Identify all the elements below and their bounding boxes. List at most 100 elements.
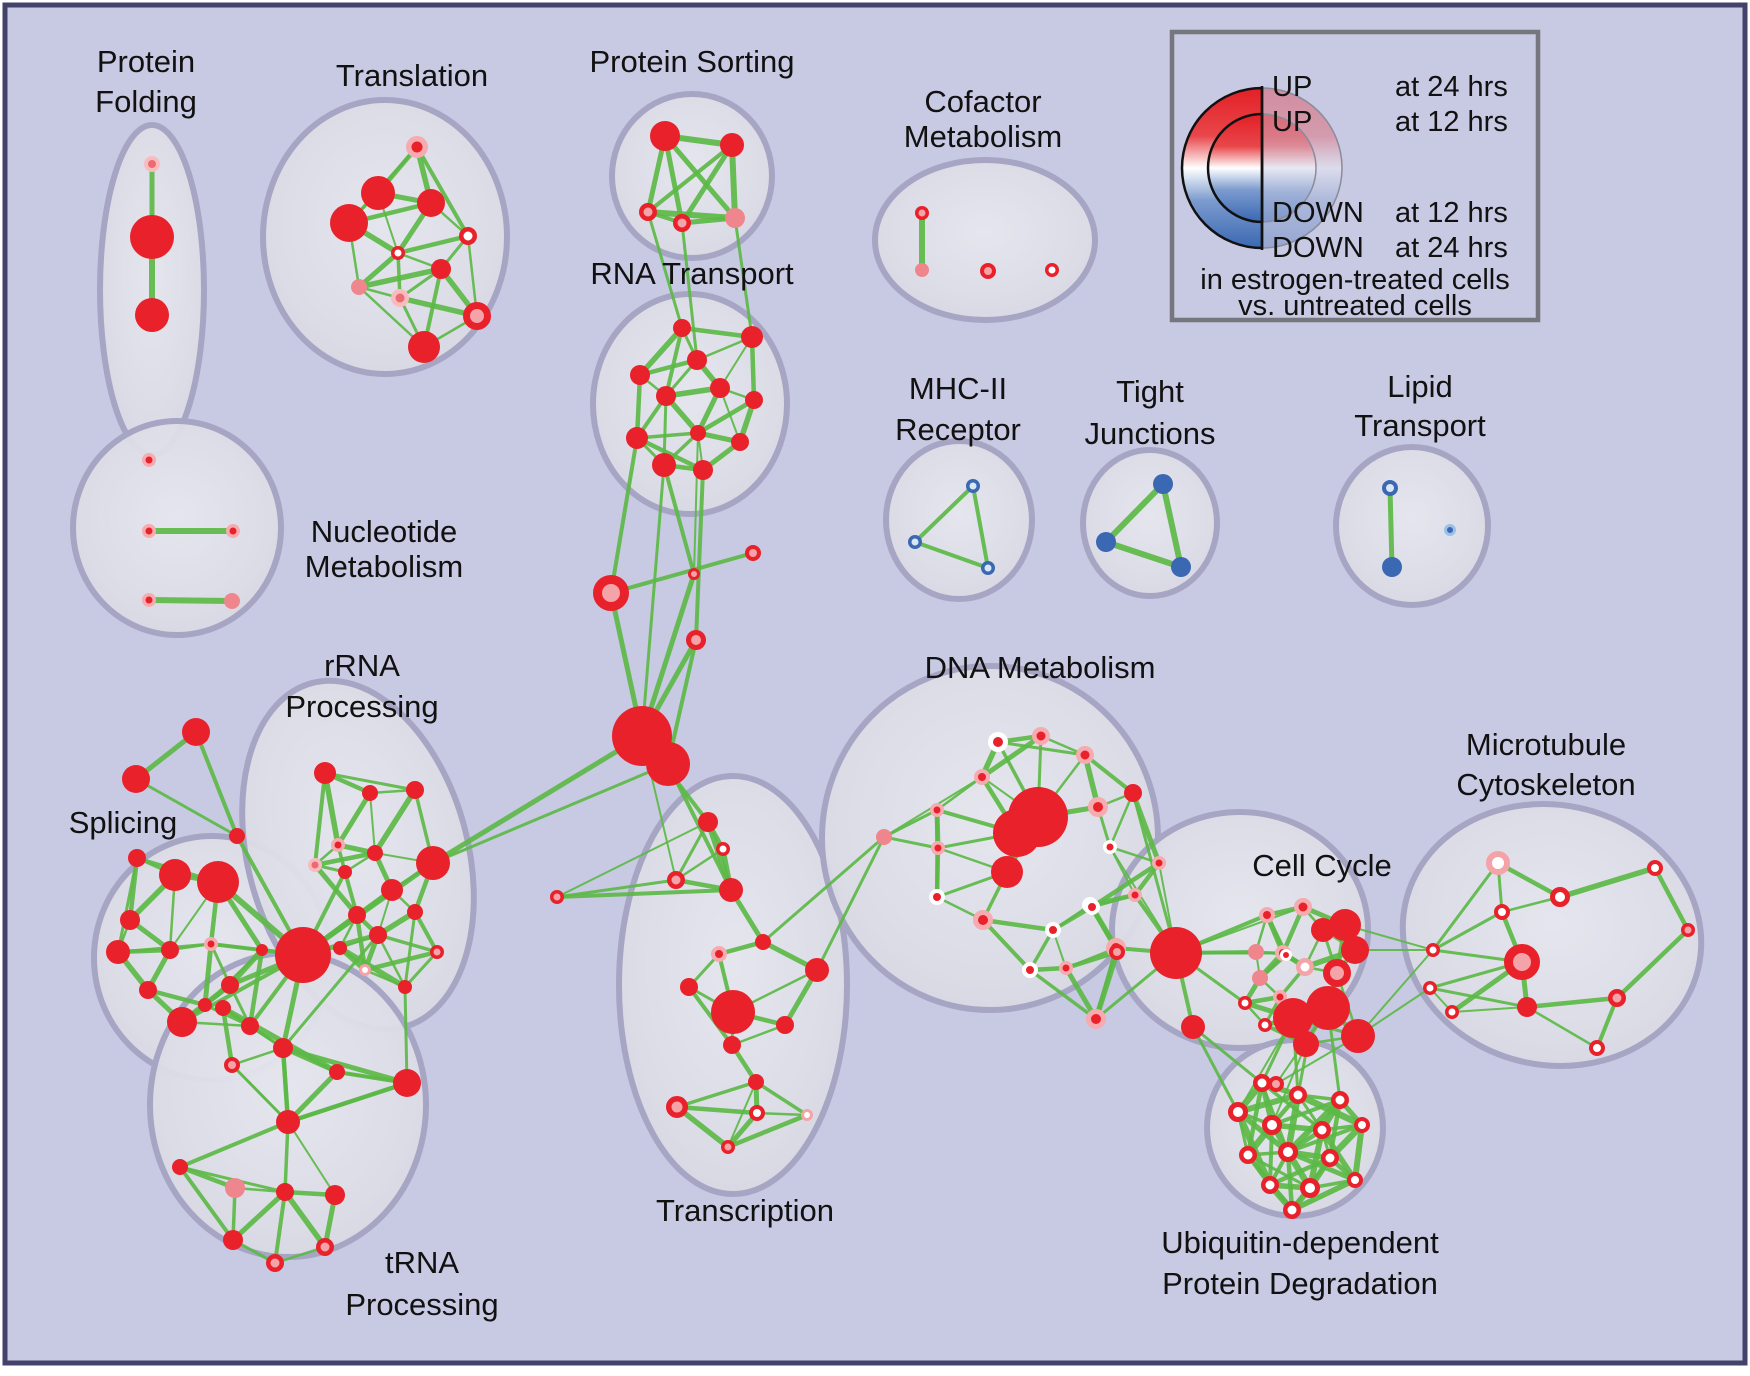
edge-mhc-ii-receptor bbox=[913, 484, 975, 544]
network-node bbox=[1128, 888, 1142, 902]
edge-translation bbox=[415, 145, 470, 238]
network-node bbox=[1589, 1040, 1605, 1056]
network-node bbox=[876, 829, 892, 845]
network-node bbox=[745, 545, 761, 561]
network-node bbox=[1608, 989, 1626, 1007]
edge-transcription bbox=[725, 1112, 810, 1150]
network-node bbox=[359, 964, 371, 976]
network-node bbox=[338, 865, 352, 879]
network-node bbox=[120, 910, 140, 930]
network-node bbox=[1248, 944, 1264, 960]
network-node bbox=[1323, 959, 1351, 987]
network-node bbox=[1253, 1074, 1271, 1092]
network-node bbox=[673, 319, 691, 337]
network-node bbox=[690, 425, 706, 441]
network-node bbox=[215, 1000, 231, 1016]
network-node bbox=[973, 910, 993, 930]
network-node bbox=[1045, 922, 1061, 938]
edge-rrna-processing bbox=[376, 933, 439, 954]
legend-row-3-word: DOWN bbox=[1272, 232, 1364, 264]
network-node bbox=[1313, 1121, 1331, 1139]
network-node bbox=[330, 204, 368, 242]
network-node bbox=[721, 1140, 735, 1154]
network-node bbox=[1109, 944, 1125, 960]
network-node bbox=[929, 889, 945, 905]
edge-intercluster bbox=[640, 463, 666, 738]
edge-dna-metabolism bbox=[1028, 968, 1098, 1021]
network-node bbox=[362, 785, 378, 801]
network-node bbox=[276, 1183, 294, 1201]
edge-splicing bbox=[202, 941, 214, 1008]
network-node bbox=[980, 263, 996, 279]
network-node bbox=[1486, 851, 1510, 875]
network-node bbox=[1445, 1005, 1459, 1019]
cluster-label-transcription-line0: Transcription bbox=[656, 1193, 834, 1228]
edge-transcription bbox=[730, 1023, 787, 1047]
cluster-label-microtubule-cytoskeleton-line0: Microtubule bbox=[1466, 727, 1626, 762]
network-node bbox=[1262, 1115, 1282, 1135]
network-node bbox=[1382, 480, 1398, 496]
edge-ubiquitin-dependent-protein-degradation bbox=[1294, 1091, 1366, 1129]
network-node bbox=[630, 365, 650, 385]
edge-intercluster bbox=[1431, 910, 1504, 952]
network-node bbox=[393, 1069, 421, 1097]
network-node bbox=[1086, 1009, 1106, 1029]
edge-splicing bbox=[116, 856, 139, 954]
network-node bbox=[988, 732, 1008, 752]
network-node bbox=[1423, 981, 1437, 995]
edge-splicing bbox=[145, 987, 208, 1008]
edge-transcription bbox=[675, 1080, 758, 1109]
edge-dna-metabolism bbox=[1083, 753, 1135, 795]
edge-intercluster bbox=[556, 821, 709, 898]
network-node bbox=[408, 331, 440, 363]
legend-row-1-word: UP bbox=[1272, 106, 1312, 138]
network-node bbox=[1239, 1146, 1257, 1164]
edge-microtubule-cytoskeleton bbox=[1652, 865, 1691, 933]
edge-intercluster bbox=[1357, 949, 1434, 1037]
network-node bbox=[308, 858, 322, 872]
network-node bbox=[431, 259, 451, 279]
edge-rna-transport bbox=[664, 326, 684, 398]
network-node bbox=[776, 1016, 794, 1034]
edge-intercluster bbox=[178, 1120, 290, 1169]
edge-intercluster bbox=[1191, 1025, 1240, 1114]
edge-intercluster bbox=[693, 432, 699, 575]
network-node bbox=[416, 846, 450, 880]
edge-ubiquitin-dependent-protein-degradation bbox=[1268, 1123, 1274, 1187]
network-node bbox=[1283, 1201, 1301, 1219]
network-node bbox=[224, 1057, 240, 1073]
network-node bbox=[688, 568, 700, 580]
edge-intercluster bbox=[286, 1081, 409, 1124]
network-node bbox=[1517, 997, 1537, 1017]
network-node bbox=[406, 781, 424, 799]
edge-rrna-processing bbox=[376, 933, 407, 989]
network-node bbox=[711, 946, 727, 962]
network-node bbox=[197, 861, 239, 903]
edge-rrna-processing bbox=[312, 850, 378, 868]
edge-dna-metabolism bbox=[979, 733, 1044, 780]
legend-row-1-time: at 12 hrs bbox=[1395, 106, 1508, 138]
edge-protein-sorting bbox=[662, 133, 738, 221]
cluster-label-cofactor-metabolism-line0: Cofactor bbox=[924, 84, 1041, 119]
cluster-label-rna-transport-line0: RNA Transport bbox=[590, 256, 794, 291]
network-node bbox=[417, 189, 445, 217]
cluster-label-nucleotide-metabolism-line1: Metabolism bbox=[305, 549, 464, 584]
legend-row-0-word: UP bbox=[1272, 71, 1312, 103]
edge-microtubule-cytoskeleton bbox=[1614, 927, 1691, 1001]
legend-circle-inner-right-faded bbox=[1261, 113, 1317, 223]
edge-rrna-processing bbox=[403, 910, 417, 989]
network-node bbox=[966, 479, 980, 493]
edge-mhc-ii-receptor bbox=[913, 540, 990, 570]
network-node bbox=[716, 842, 730, 856]
network-node bbox=[106, 940, 130, 964]
edge-intercluster bbox=[694, 468, 705, 642]
network-node bbox=[1032, 727, 1050, 745]
cluster-bubble-lipid-transport bbox=[1333, 444, 1491, 608]
network-node bbox=[1289, 1086, 1307, 1104]
network-node bbox=[745, 391, 763, 409]
network-node bbox=[710, 378, 730, 398]
network-node bbox=[167, 1007, 197, 1037]
cluster-label-rrna-processing-line1: Processing bbox=[285, 689, 438, 724]
network-node bbox=[731, 433, 749, 451]
edge-intercluster bbox=[662, 463, 696, 576]
